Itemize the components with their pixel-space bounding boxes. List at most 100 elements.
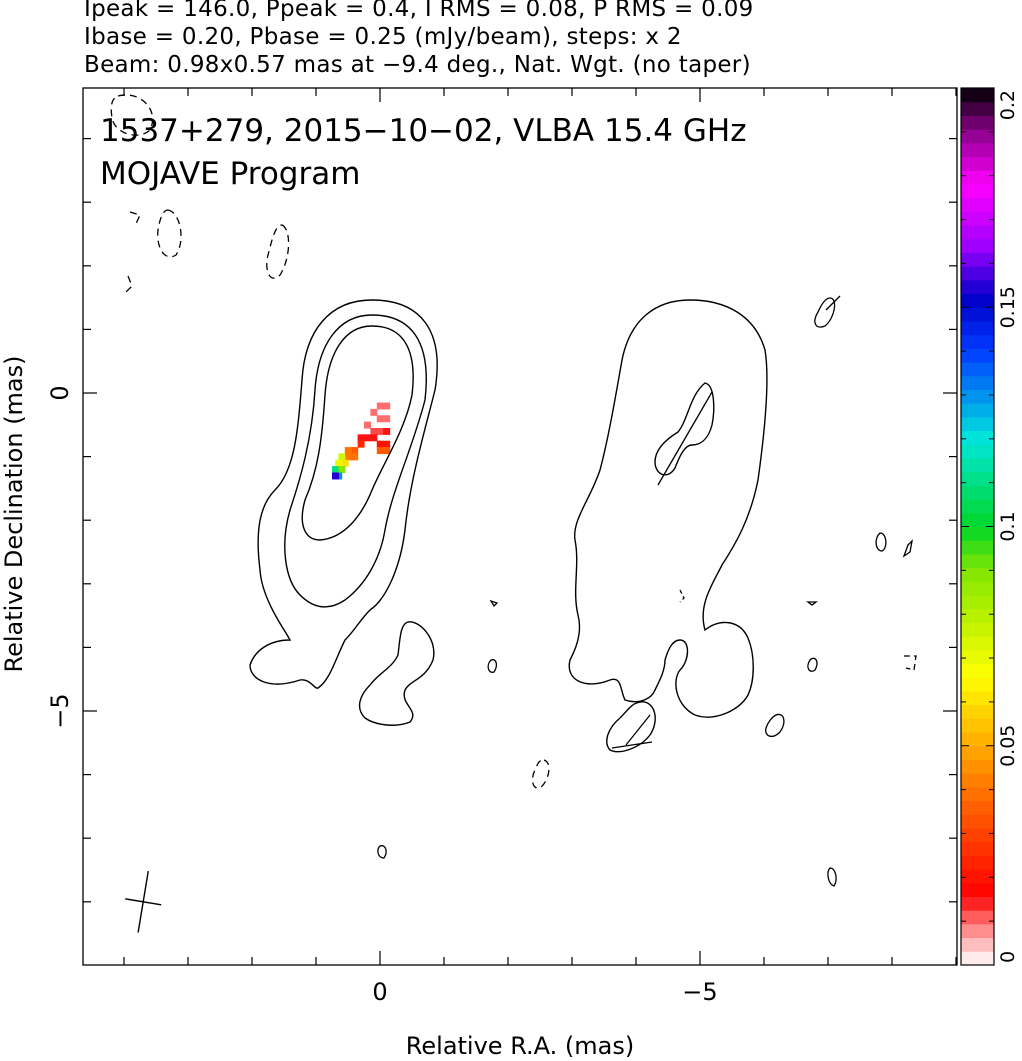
noise-contour	[487, 659, 498, 673]
header-line-2: Ibase = 0.20, Pbase = 0.25 (mJy/beam), s…	[84, 24, 682, 50]
x-tick-label: −5	[682, 978, 717, 1006]
colorbar-swatch	[961, 677, 994, 692]
colorbar-swatch	[961, 608, 994, 623]
noise-contour	[679, 589, 685, 603]
polarization-pixel	[370, 434, 378, 442]
colorbar-swatch	[961, 704, 994, 719]
noise-contour-negative	[531, 759, 550, 789]
stokes-i-contours	[249, 299, 438, 726]
header-line-1: Ipeak = 146.0, Ppeak = 0.4, I RMS = 0.08…	[84, 0, 754, 22]
colorbar-swatch	[961, 266, 994, 281]
colorbar-swatch	[961, 430, 994, 445]
polarization-vector	[657, 391, 713, 486]
colorbar-swatch	[961, 690, 994, 706]
polarization-pixel	[370, 408, 378, 416]
colorbar-swatch	[961, 814, 994, 829]
colorbar-swatch	[961, 512, 994, 527]
colorbar-swatch	[961, 649, 994, 665]
polarization-vector	[825, 295, 841, 311]
polarization-pixel	[364, 434, 371, 442]
noise-contour	[489, 599, 499, 608]
noise-contour	[807, 657, 818, 672]
contour-i-3	[301, 325, 414, 541]
polarization-pixel	[376, 415, 384, 423]
colorbar-swatch	[961, 389, 994, 404]
colorbar-swatch	[961, 855, 994, 870]
polarization-pixel	[338, 453, 346, 461]
header-line-3: Beam: 0.98x0.57 mas at −9.4 deg., Nat. W…	[84, 52, 751, 78]
colorbar-swatch	[961, 540, 994, 555]
colorbar-tick-label: 0.1	[997, 511, 1019, 541]
colorbar-swatch	[961, 88, 994, 103]
colorbar-swatch	[961, 211, 994, 226]
axis-ticks: 0 −5 0 −5	[46, 88, 957, 1006]
polarization-pixel	[383, 415, 391, 423]
noise-contour-negative	[129, 211, 141, 227]
y-tick-label: 0	[46, 385, 74, 400]
polarization-pixel	[335, 459, 343, 467]
colorbar-tick-label: 0.2	[997, 90, 1019, 120]
polarization-pixel	[351, 453, 359, 461]
colorbar-swatch	[961, 320, 994, 336]
colorbar-swatch	[961, 142, 994, 158]
beam-minor-axis	[125, 898, 162, 906]
colorbar-swatch	[961, 636, 994, 651]
colorbar-swatch	[961, 800, 994, 815]
colorbar-swatch	[961, 773, 994, 788]
noise-contours	[110, 94, 917, 887]
contour-i-outer-b	[358, 621, 435, 726]
noise-contour-negative	[904, 655, 917, 671]
colorbar-swatch	[961, 896, 994, 911]
colorbar-swatch	[961, 869, 994, 884]
polarization-pixel	[383, 440, 391, 448]
colorbar-swatch	[961, 115, 994, 130]
colorbar-swatch	[961, 252, 994, 267]
noise-contour	[875, 532, 887, 552]
colorbar-swatch	[961, 595, 994, 610]
polarization-pixel	[344, 447, 352, 455]
colorbar-swatch	[961, 759, 994, 774]
plot-frame	[82, 87, 958, 966]
colorbar-swatch	[961, 951, 994, 966]
colorbar-swatch	[961, 183, 994, 199]
colorbar-swatch	[961, 197, 994, 212]
polarization-pixel	[376, 447, 384, 455]
colorbar-swatch	[961, 923, 994, 939]
polarization-pixel	[376, 427, 384, 435]
colorbar-swatch	[961, 786, 994, 802]
polarization-pixel	[370, 427, 378, 435]
colorbar-swatch	[961, 499, 994, 514]
beam-cross	[125, 870, 162, 933]
colorbar-swatch	[961, 129, 994, 144]
colorbar-swatch	[961, 732, 994, 747]
noise-contour-negative	[157, 209, 182, 258]
noise-contour	[377, 845, 387, 859]
colorbar-swatch	[961, 841, 994, 856]
polarization-pixel	[344, 453, 352, 461]
noise-contour-negative	[125, 275, 133, 293]
colorbar-tick-label: 0.15	[997, 286, 1019, 328]
polarization-pixel	[364, 421, 371, 429]
colorbar-swatch	[961, 622, 994, 637]
colorbar-swatch	[961, 581, 994, 596]
colorbar-swatch	[961, 937, 994, 952]
polarization-pixel	[332, 466, 339, 474]
noise-contour	[765, 713, 785, 738]
y-axis-label: Relative Declination (mas)	[0, 355, 28, 672]
colorbar-swatch	[961, 485, 994, 500]
colorbar-swatch	[961, 293, 994, 308]
polarization-pixel	[383, 427, 391, 435]
y-tick-label: −5	[46, 693, 74, 728]
noise-contour-negative	[110, 94, 154, 136]
colorbar-swatch	[961, 101, 994, 116]
colorbar-swatch	[961, 745, 994, 760]
colorbar-swatch	[961, 553, 994, 569]
polarization-vector	[611, 741, 653, 749]
x-axis-label: Relative R.A. (mas)	[406, 1032, 634, 1060]
colorbar-swatch	[961, 827, 994, 843]
colorbar-swatch	[961, 156, 994, 171]
colorbar-swatch	[961, 526, 994, 541]
polarization-pixel	[383, 447, 391, 455]
polarization-vector	[625, 714, 651, 746]
contour-p-inner	[654, 382, 715, 476]
